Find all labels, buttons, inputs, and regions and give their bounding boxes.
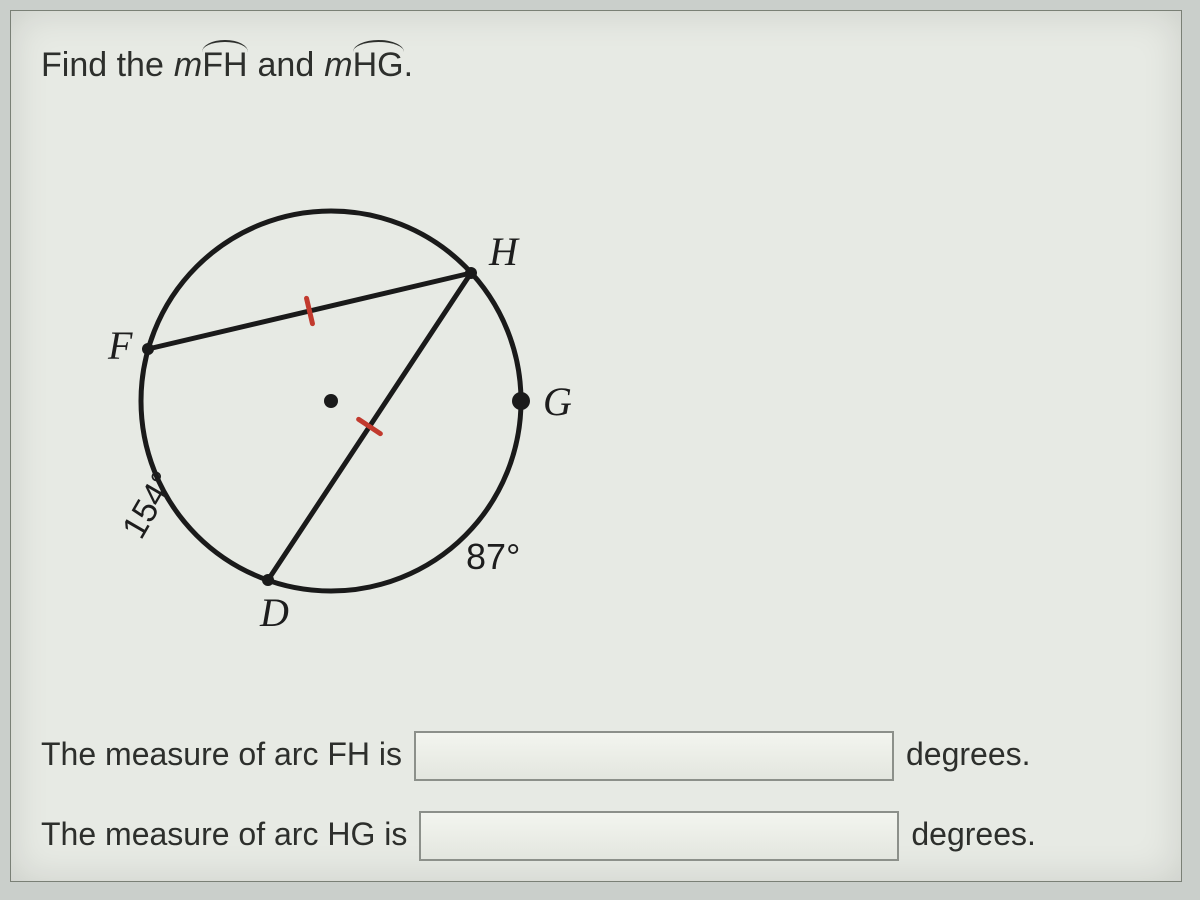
label-F: F [107, 323, 133, 368]
prompt-arc2-prefix: m [324, 46, 352, 84]
prompt-arc2: mHG. [324, 46, 413, 85]
arc-label-DG: 87° [466, 536, 520, 577]
answer-row-HG: The measure of arc HG is degrees. [41, 811, 1036, 861]
arc2-text: HG [353, 46, 404, 85]
answer-HG-input[interactable] [419, 811, 899, 861]
point-G-dot [512, 392, 530, 410]
prompt-arc1: mFH [174, 46, 248, 85]
point-D-dot [262, 574, 274, 586]
point-F-dot [142, 343, 154, 355]
prompt-arc1-prefix: m [174, 46, 202, 84]
question-prompt: Find the mFH and mHG. [41, 46, 413, 85]
answer-FH-label: The measure of arc FH is [41, 736, 402, 773]
label-H: H [488, 229, 520, 274]
answer-HG-label: The measure of arc HG is [41, 816, 407, 853]
answer-FH-input[interactable] [414, 731, 894, 781]
answer-HG-suffix: degrees. [911, 816, 1036, 853]
label-D: D [259, 590, 289, 635]
circle-diagram: F H G D 154° 87° [71, 171, 591, 651]
arc1-text: FH [202, 46, 247, 85]
answer-row-FH: The measure of arc FH is degrees. [41, 731, 1031, 781]
prompt-mid: and [258, 46, 315, 85]
point-H-dot [465, 267, 477, 279]
tick-FH [307, 298, 313, 323]
prompt-pre: Find the [41, 46, 164, 85]
tick-HD [359, 419, 381, 433]
label-G: G [543, 379, 572, 424]
answer-FH-suffix: degrees. [906, 736, 1031, 773]
diagram-svg: F H G D 154° 87° [71, 171, 591, 651]
center-dot [324, 394, 338, 408]
prompt-post: . [404, 46, 413, 84]
question-card: Find the mFH and mHG. F H G D 154° 87° [10, 10, 1182, 882]
